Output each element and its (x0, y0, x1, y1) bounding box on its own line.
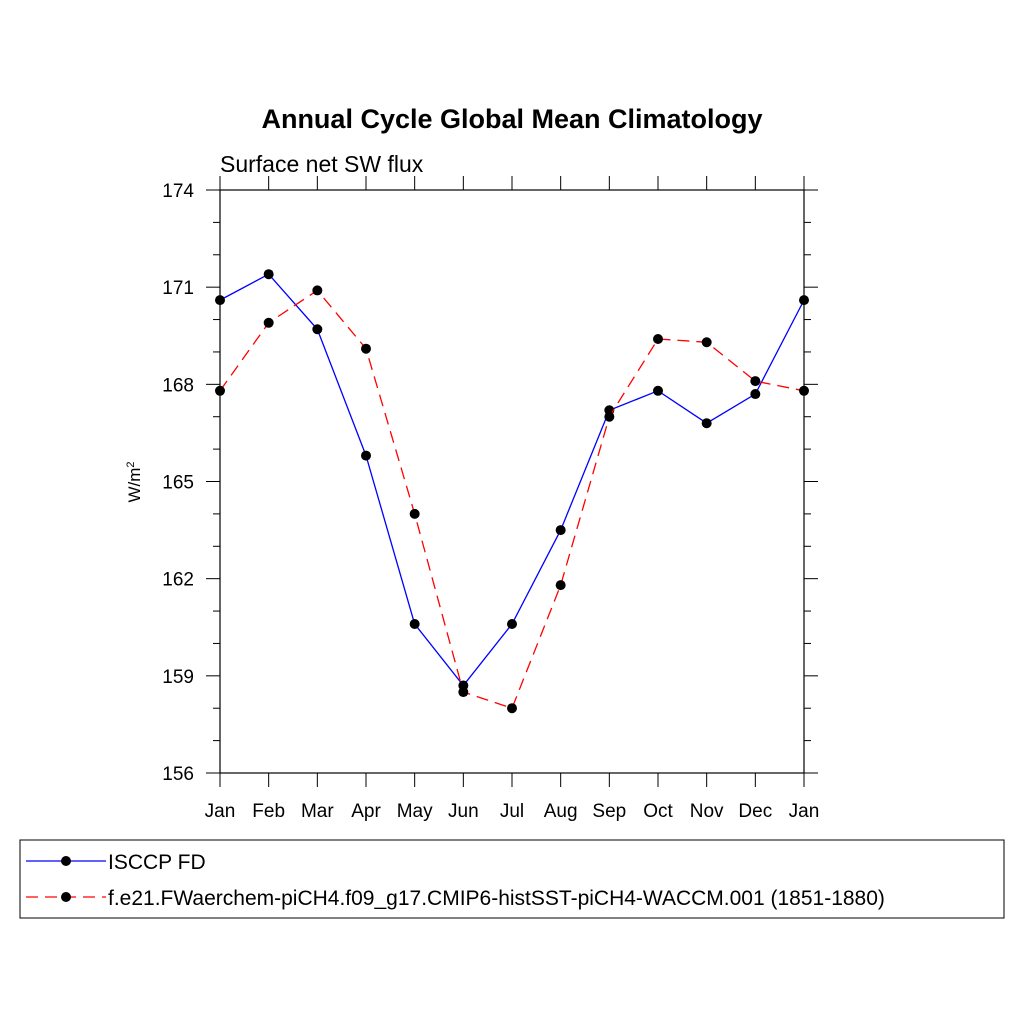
data-point (555, 525, 566, 536)
x-tick-label: Jan (789, 801, 820, 822)
data-point (263, 317, 274, 328)
x-tick-label: May (397, 801, 433, 822)
y-tick-label: 171 (162, 278, 194, 299)
x-tick-label: Jun (448, 801, 479, 822)
data-point (701, 418, 712, 429)
data-point (799, 295, 809, 306)
x-tick-labels: Jan Feb Mar Apr May Jun Jul Aug Sep Oct Nov Dec Jan (205, 801, 820, 822)
legend-label: f.e21.FWaerchem-piCH4.f09_g17.CMIP6-hist… (108, 887, 885, 910)
x-tick-label: Dec (738, 801, 772, 822)
series-1 (215, 269, 809, 691)
y-tick-label: 168 (162, 375, 194, 396)
data-point (361, 343, 371, 354)
data-point (215, 295, 225, 306)
data-point (653, 333, 663, 344)
legend-marker (61, 856, 71, 866)
y-axis-label-superscript: 2 (125, 461, 137, 467)
data-point (604, 411, 615, 422)
data-point (507, 703, 517, 714)
series-layer (215, 269, 809, 714)
y-axis-label-base: W/m (125, 468, 144, 503)
data-point (653, 385, 663, 396)
series-line (219, 289, 805, 710)
y-tick-label: 165 (162, 473, 194, 494)
data-point (750, 389, 761, 400)
x-tick-label: Jan (205, 801, 236, 822)
y-tick-labels: 156 159 162 165 168 171 174 (162, 181, 194, 785)
legend-marker (61, 892, 71, 902)
series-2 (215, 285, 809, 714)
x-tick-label: Feb (252, 801, 285, 822)
legend-label: ISCCP FD (108, 851, 206, 874)
data-point (799, 385, 809, 396)
plot-frame (219, 189, 805, 774)
legend-item-2: f.e21.FWaerchem-piCH4.f09_g17.CMIP6-hist… (26, 887, 885, 910)
data-point (458, 687, 469, 698)
y-tick-label: 174 (162, 181, 194, 202)
y-axis-label: W/m2 (125, 461, 144, 502)
data-point (312, 324, 323, 335)
axis-ticks (206, 176, 818, 787)
data-point (409, 619, 420, 630)
data-point (312, 285, 323, 296)
x-tick-label: Oct (643, 801, 673, 822)
y-tick-label: 162 (162, 570, 194, 591)
data-point (409, 508, 420, 519)
legend-item-1: ISCCP FD (26, 851, 206, 874)
x-tick-label: Mar (301, 801, 334, 822)
x-tick-label: Aug (544, 801, 578, 822)
data-point (215, 385, 225, 396)
legend-box (19, 839, 1005, 919)
x-tick-label: Nov (690, 801, 724, 822)
data-point (507, 619, 517, 630)
legend: ISCCP FD f.e21.FWaerchem-piCH4.f09_g17.CM… (26, 851, 885, 910)
data-point (555, 580, 566, 591)
x-tick-label: Jul (500, 801, 524, 822)
data-point (701, 337, 712, 348)
x-tick-label: Sep (592, 801, 626, 822)
chart-title: Annual Cycle Global Mean Climatology (261, 104, 762, 134)
y-tick-label: 156 (162, 764, 194, 785)
data-point (750, 376, 761, 387)
data-point (263, 269, 274, 280)
y-tick-label: 159 (162, 667, 194, 688)
x-tick-label: Apr (351, 801, 381, 822)
chart-subtitle: Surface net SW flux (220, 151, 424, 177)
data-point (361, 450, 371, 461)
